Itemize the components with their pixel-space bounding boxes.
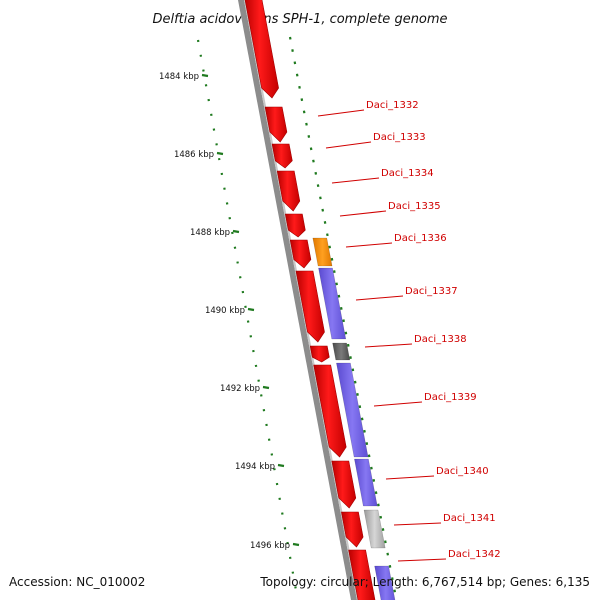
cds-arrow[interactable] <box>284 213 306 238</box>
gene-label[interactable]: Daci_1334 <box>381 168 434 179</box>
feature-track <box>312 237 397 600</box>
scale-label: 1490 kbp <box>205 306 245 316</box>
outer-tick-line <box>288 36 398 599</box>
gene-label[interactable]: Daci_1340 <box>436 466 489 477</box>
light-feature-block[interactable] <box>363 509 386 549</box>
cds-arrow[interactable] <box>341 511 364 548</box>
scale-marks: 1484 kbp 1486 kbp 1488 kbp 1490 kbp 1492 kbp… <box>159 72 300 551</box>
purple-feature-block[interactable] <box>318 267 347 340</box>
cds-arrow[interactable] <box>271 143 293 169</box>
accession-text: Accession: NC_010002 <box>9 575 145 589</box>
gene-leader-line <box>364 343 413 348</box>
purple-feature-block[interactable] <box>354 458 378 507</box>
cds-arrow[interactable] <box>276 170 301 212</box>
gene-leader-line <box>393 522 442 526</box>
orange-feature-block[interactable] <box>312 237 333 267</box>
gene-leader-line <box>317 109 365 117</box>
scale-tick <box>232 229 240 234</box>
scale-label: 1492 kbp <box>220 384 260 394</box>
cds-track <box>244 0 376 600</box>
cds-arrow[interactable] <box>331 460 357 509</box>
genome-backbone <box>238 0 359 600</box>
gene-leader-line <box>345 242 393 248</box>
gene-leader-line <box>373 401 423 407</box>
scale-label: 1486 kbp <box>174 150 214 160</box>
cds-arrow[interactable] <box>289 239 312 269</box>
gene-label[interactable]: Daci_1335 <box>388 201 441 212</box>
gene-label[interactable]: Daci_1339 <box>424 392 477 403</box>
gene-label[interactable]: Daci_1342 <box>448 549 501 560</box>
gene-label[interactable]: Daci_1332 <box>366 100 419 111</box>
gene-label[interactable]: Daci_1336 <box>394 233 447 244</box>
gene-leader-line <box>339 210 387 217</box>
cds-arrow[interactable] <box>313 364 347 458</box>
purple-feature-block[interactable] <box>374 565 397 600</box>
genome-summary-text: Topology: circular; Length: 6,767,514 bp… <box>259 575 590 589</box>
scale-label: 1496 kbp <box>250 541 290 551</box>
cds-arrow[interactable] <box>348 549 376 600</box>
cds-arrow[interactable] <box>244 0 279 99</box>
gene-label[interactable]: Daci_1338 <box>414 334 467 345</box>
gene-leader-line <box>331 177 380 184</box>
gene-leader-line <box>397 558 447 562</box>
scale-tick <box>262 385 270 390</box>
scale-tick <box>277 463 285 468</box>
gene-leader-line <box>355 295 404 301</box>
gene-leader-line <box>325 141 372 149</box>
gene-leader-line <box>385 475 435 480</box>
scale-label: 1484 kbp <box>159 72 199 82</box>
cds-arrow[interactable] <box>309 345 330 363</box>
cds-arrow[interactable] <box>264 106 288 143</box>
backbone-bar <box>238 0 357 600</box>
gene-label[interactable]: Daci_1333 <box>373 132 426 143</box>
scale-label: 1488 kbp <box>190 228 230 238</box>
scale-tick <box>292 542 300 547</box>
scale-tick <box>247 307 255 312</box>
cds-arrow[interactable] <box>295 270 325 343</box>
scale-label: 1494 kbp <box>235 462 275 472</box>
gene-label[interactable]: Daci_1341 <box>443 513 496 524</box>
gene-label-track: Daci_1332 Daci_1333 Daci_1334 Daci_1335 Daci… <box>317 100 501 562</box>
scale-tick <box>216 151 224 156</box>
scale-tick <box>201 73 209 78</box>
outer-tick-track <box>288 36 398 599</box>
purple-feature-block[interactable] <box>336 362 369 458</box>
dark-feature-block[interactable] <box>332 342 351 361</box>
gene-label[interactable]: Daci_1337 <box>405 286 458 297</box>
map-title: Delftia acidovorans SPH-1, complete geno… <box>152 12 447 27</box>
